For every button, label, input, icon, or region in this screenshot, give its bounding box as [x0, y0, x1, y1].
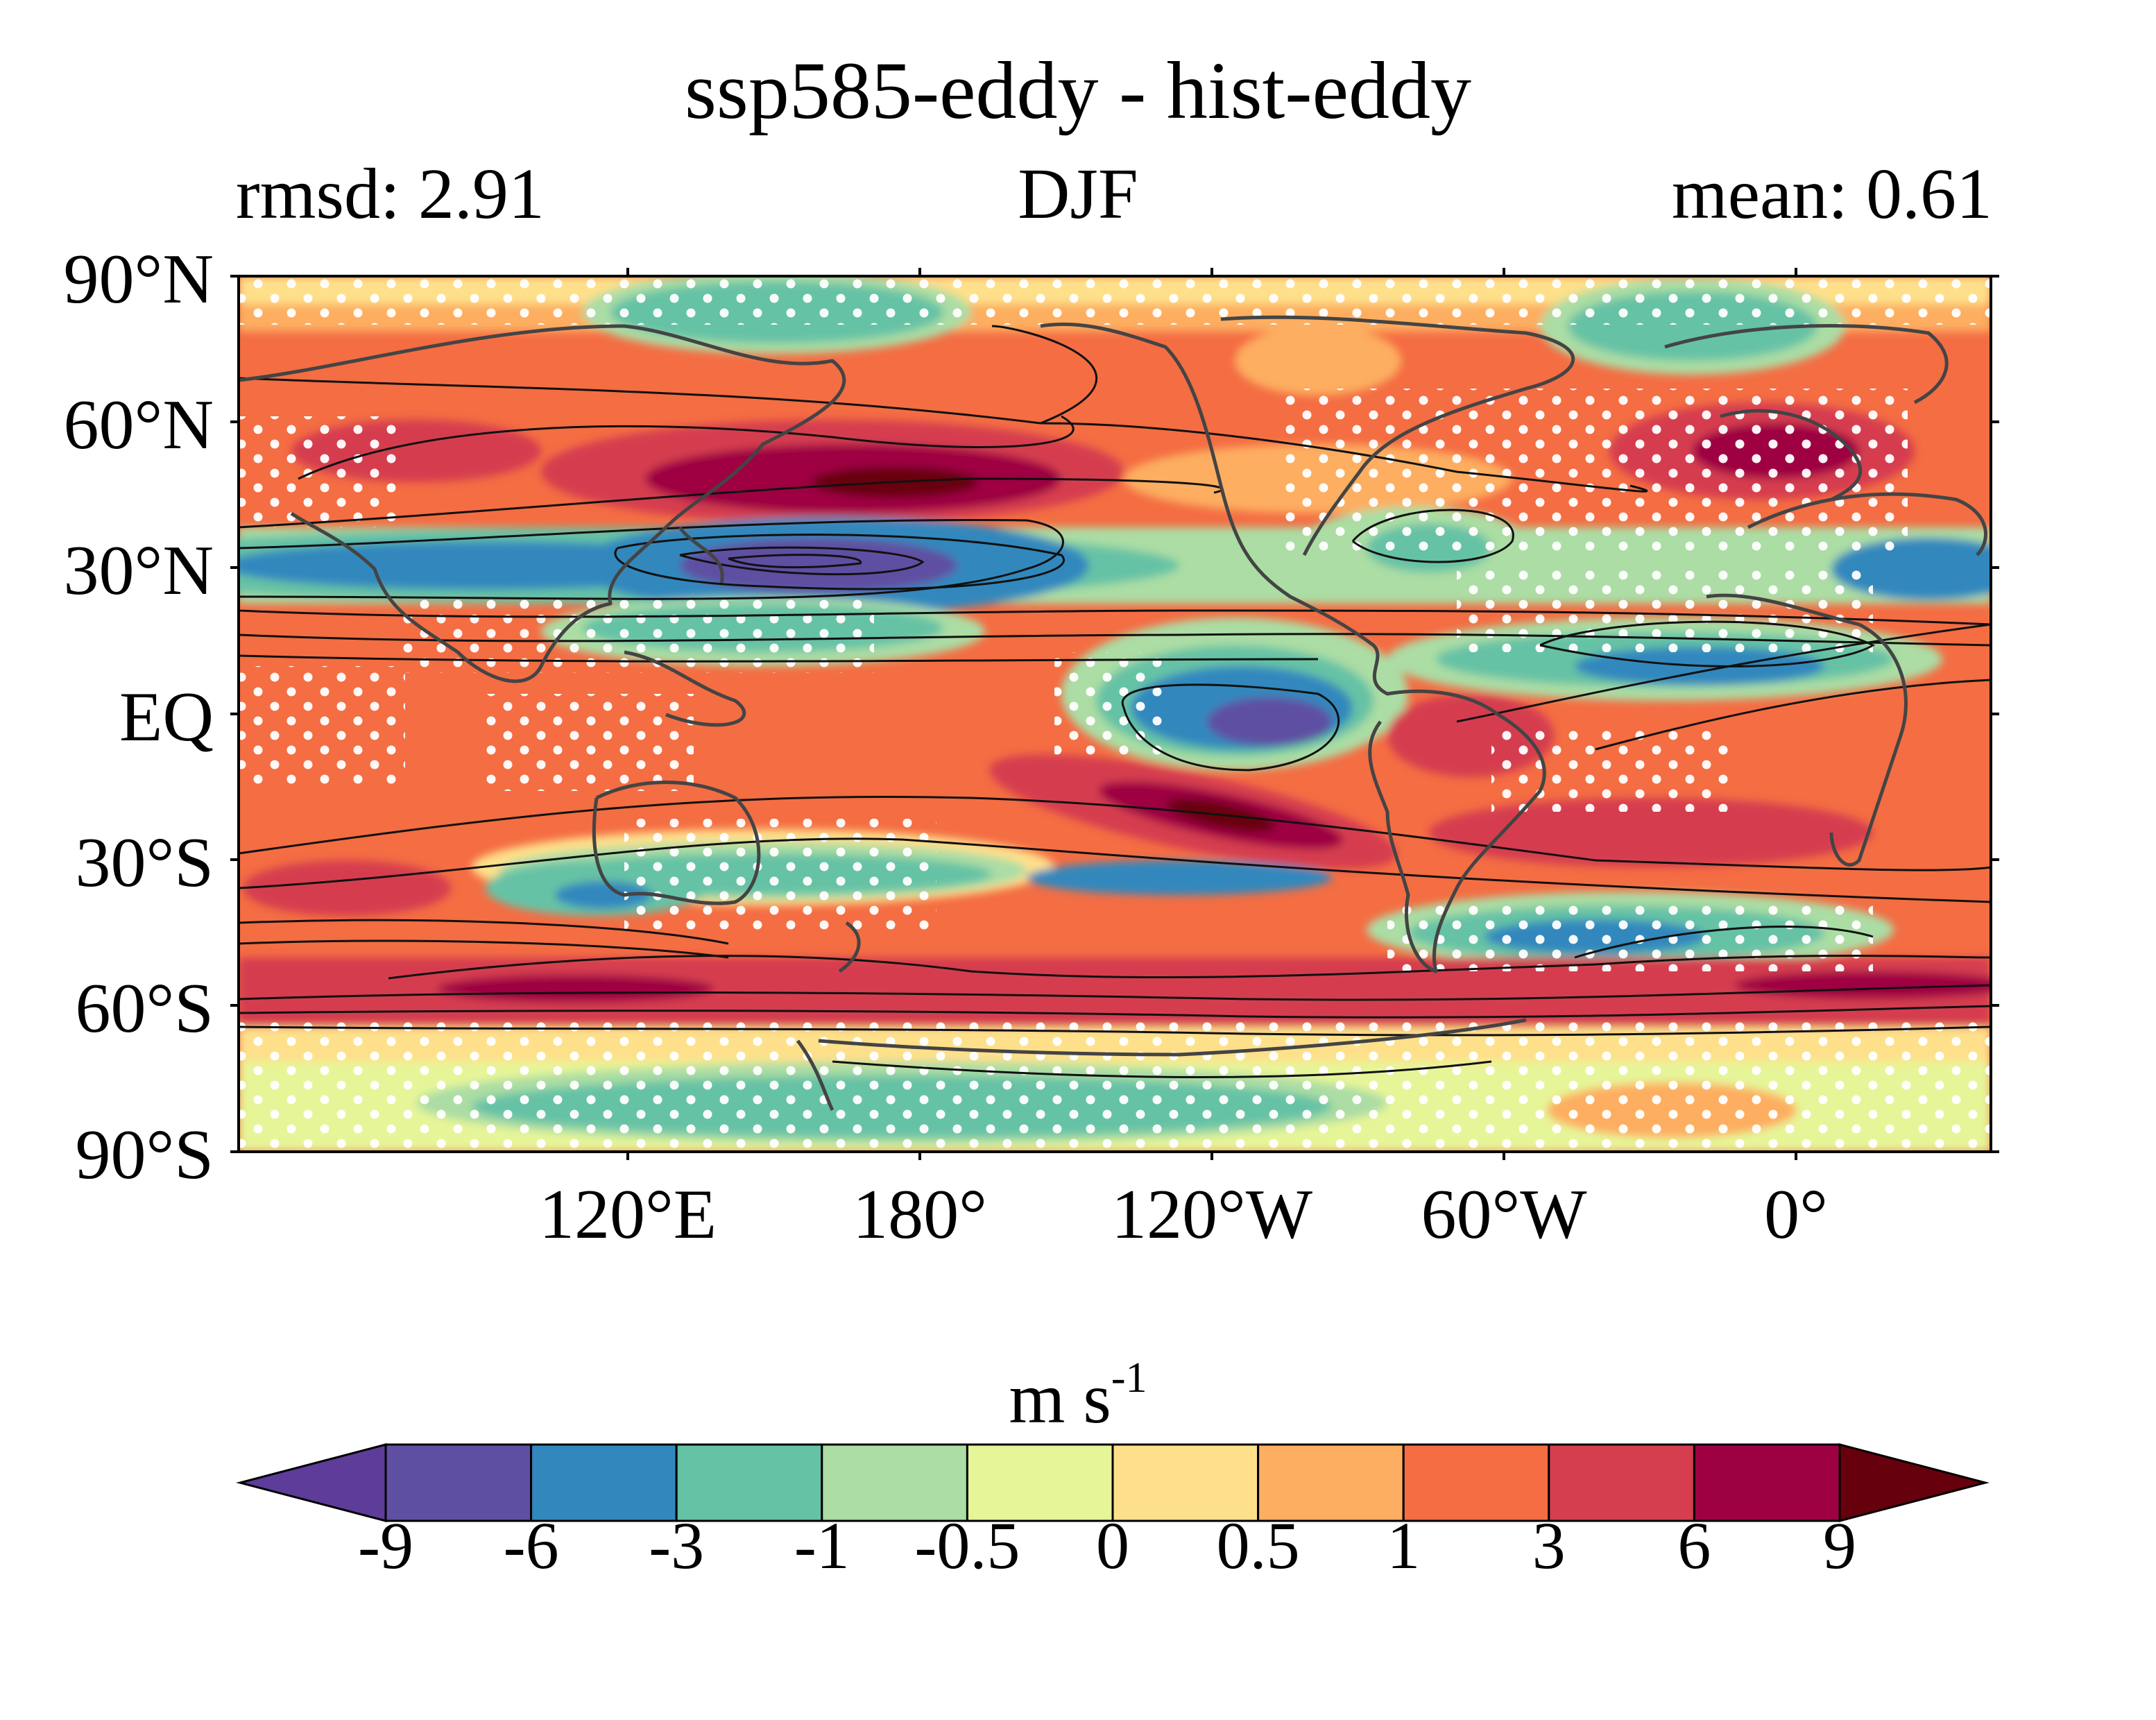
colorbar-tick-label: -9: [358, 1508, 413, 1583]
colorbar-tick-label: -6: [503, 1508, 559, 1583]
colorbar-tick-label: 0: [1096, 1508, 1129, 1583]
lat-label-90S: 90°S: [75, 1116, 214, 1194]
colorbar-segment: [1548, 1443, 1695, 1522]
colorbar-tick-label: -1: [794, 1508, 850, 1583]
colorbar-tick-label: -3: [649, 1508, 705, 1583]
colorbar-segment: [1257, 1443, 1405, 1522]
colorbar-tick-label: 3: [1532, 1508, 1566, 1583]
lon-label-0: 0°: [1764, 1175, 1828, 1254]
lat-label-60S: 60°S: [75, 969, 214, 1048]
colorbar-unit-exponent: -1: [1111, 1354, 1147, 1402]
lat-tick-marks: [230, 275, 1999, 1153]
colorbar-segment: [1111, 1443, 1260, 1522]
lon-label-60W: 60°W: [1421, 1175, 1587, 1254]
significance-stippling: [239, 276, 1991, 1152]
lon-label-120E: 120°E: [538, 1175, 717, 1254]
lat-label-30S: 30°S: [75, 824, 214, 902]
colorbar-unit-label: m s-1: [0, 1356, 2156, 1435]
figure-title: ssp585-eddy - hist-eddy: [685, 45, 1471, 136]
colorbar-segment: [1402, 1443, 1550, 1522]
lon-label-120W: 120°W: [1111, 1175, 1313, 1254]
rmsd-label: rmsd: 2.91: [236, 154, 545, 234]
colorbar-segment: [530, 1443, 678, 1522]
coastlines: [239, 315, 1987, 1112]
colorbar-extend-max: [1838, 1443, 1990, 1522]
colorbar-tick-label: 6: [1677, 1508, 1711, 1583]
colorbar-tick-label: 1: [1387, 1508, 1421, 1583]
colorbar-segment: [675, 1443, 823, 1522]
mean-label: mean: 0.61: [1671, 154, 1992, 234]
colorbar-tick-label: -0.5: [914, 1508, 1020, 1583]
lat-label-eq: EQ: [119, 678, 214, 756]
colorbar-segment: [1693, 1443, 1841, 1522]
lat-label-60N: 60°N: [63, 386, 214, 464]
lat-label-30N: 30°N: [63, 531, 214, 610]
colorbar-segment: [821, 1443, 968, 1522]
colorbar: [236, 1443, 1990, 1522]
colorbar-tick-label: 0.5: [1216, 1508, 1300, 1583]
colorbar-unit: m s: [1009, 1359, 1111, 1438]
season-label: DJF: [1018, 154, 1138, 234]
colorbar-tick-label: 9: [1823, 1508, 1856, 1583]
lat-label-90N: 90°N: [63, 240, 214, 318]
climatology-contours: [239, 325, 1991, 1078]
lon-tick-marks: [626, 268, 1797, 1160]
lon-label-180: 180°: [853, 1175, 987, 1254]
map-panel: [239, 276, 1991, 1152]
